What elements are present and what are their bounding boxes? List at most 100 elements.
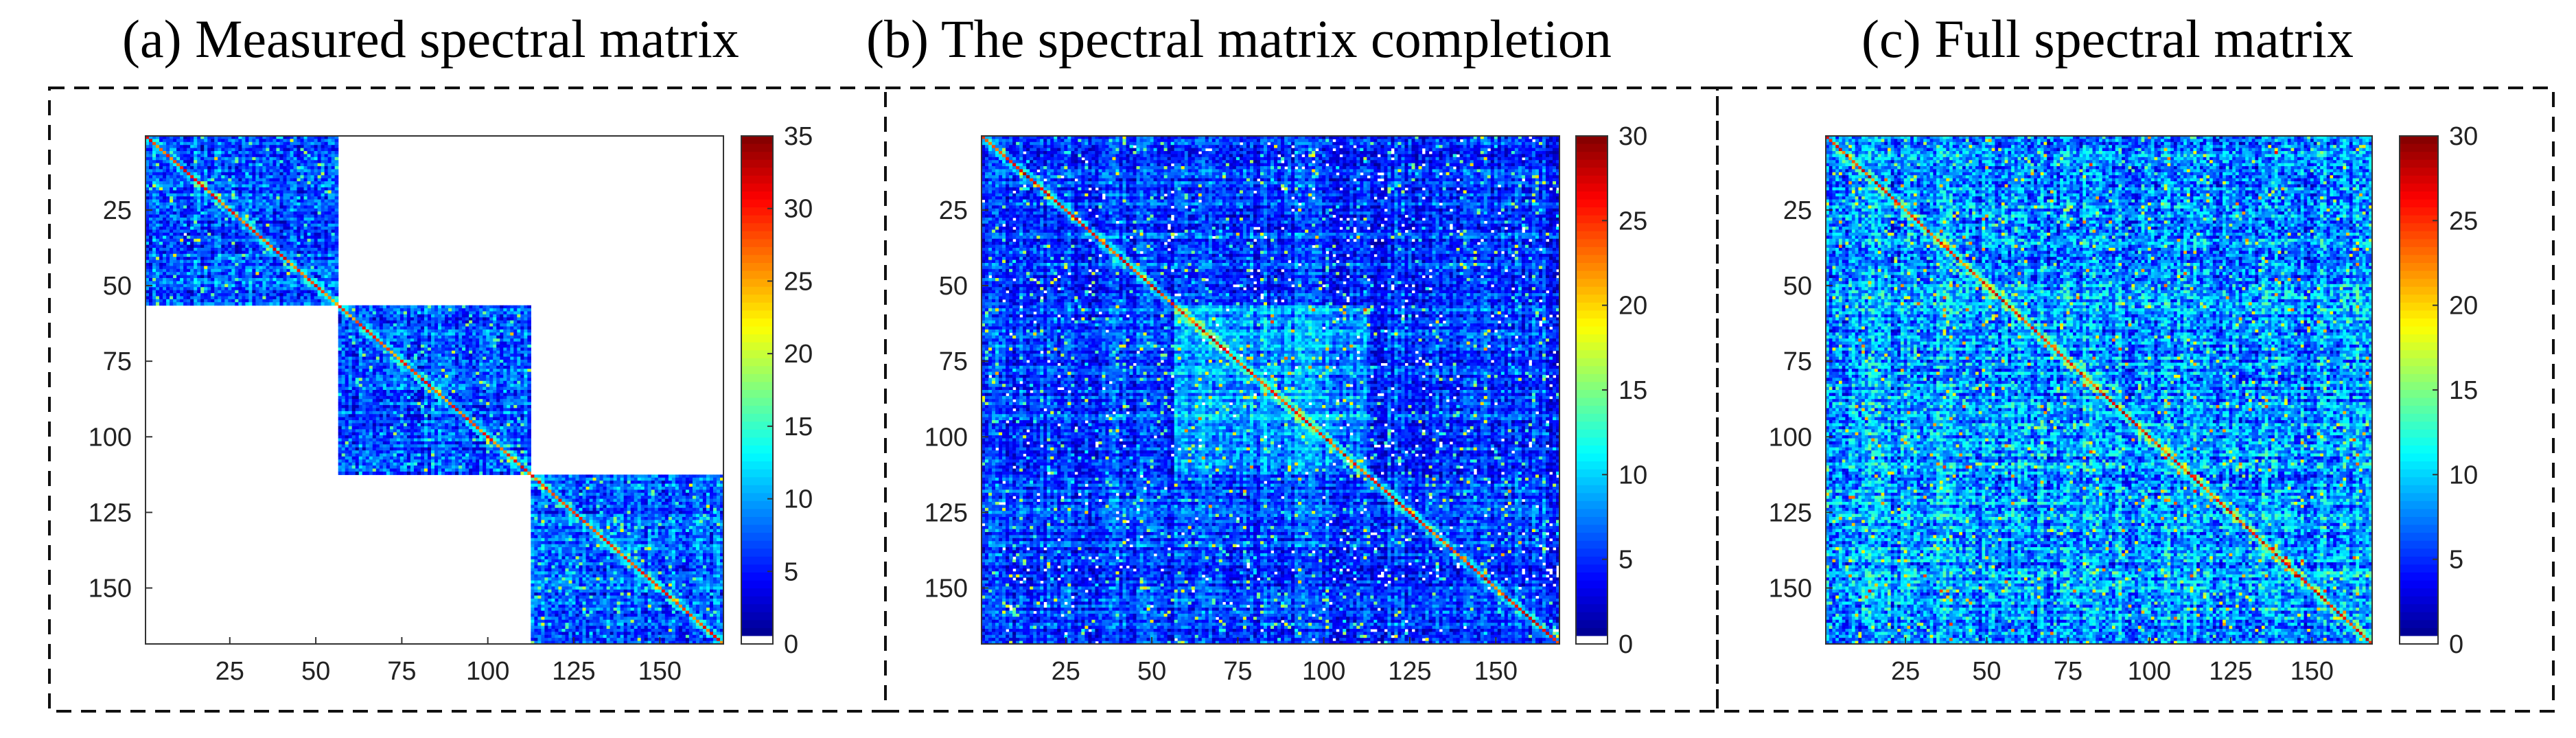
heatmap-cell	[245, 151, 249, 154]
heatmap-cell	[170, 169, 174, 172]
heatmap-cell	[190, 151, 194, 154]
heatmap-cell	[187, 148, 191, 152]
heatmap-cell	[248, 139, 253, 142]
heatmap-cell	[276, 148, 280, 152]
heatmap-cell	[318, 139, 322, 142]
heatmap-cell	[207, 166, 211, 170]
heatmap-cell	[318, 166, 322, 170]
heatmap-cell	[332, 157, 336, 161]
heatmap-cell	[269, 148, 273, 152]
heatmap-cell	[252, 160, 256, 163]
heatmap-cell	[231, 166, 235, 170]
heatmap-cell	[294, 160, 298, 163]
heatmap-cell	[152, 154, 156, 157]
heatmap-cell	[308, 145, 312, 148]
heatmap-cell	[211, 163, 215, 167]
heatmap-cell	[156, 166, 160, 170]
heatmap-cell	[221, 151, 225, 154]
heatmap-cell	[214, 169, 218, 172]
heatmap-cell	[214, 142, 218, 146]
heatmap-cell	[235, 169, 239, 172]
heatmap-cell	[200, 142, 205, 146]
heatmap-cell	[335, 148, 339, 152]
heatmap-cell	[159, 169, 163, 172]
heatmap-cell	[332, 154, 336, 157]
heatmap-cell	[255, 142, 259, 146]
heatmap-cell	[283, 151, 287, 154]
heatmap-cell	[183, 169, 187, 172]
heatmap-cell	[173, 169, 177, 172]
heatmap-panel-a: 25 50 75 100 125 1502550751001251500510152025…	[89, 122, 813, 686]
heatmap-cell	[325, 139, 329, 142]
heatmap-cell	[255, 163, 259, 167]
heatmap-cell	[252, 169, 256, 172]
heatmap-cell	[279, 148, 283, 152]
heatmap-cell	[248, 169, 253, 172]
heatmap-cell	[335, 166, 339, 170]
heatmap-cell	[235, 145, 239, 148]
heatmap-cell	[335, 145, 339, 148]
heatmap-cell	[211, 166, 215, 170]
heatmap-cell	[149, 142, 153, 146]
heatmap-cell	[269, 169, 273, 172]
heatmap-cell	[194, 169, 198, 172]
heatmap-cell	[294, 145, 298, 148]
heatmap-cell	[187, 151, 191, 154]
heatmap-cell	[200, 139, 205, 142]
heatmap-cell	[290, 157, 294, 161]
heatmap-cell	[304, 148, 308, 152]
heatmap-cell	[311, 145, 315, 148]
heatmap-cell	[252, 139, 256, 142]
heatmap-cell	[314, 163, 318, 167]
heatmap-cell	[180, 142, 184, 146]
heatmap-cell	[297, 148, 301, 152]
heatmap-cell	[173, 166, 177, 170]
heatmap-cell	[272, 139, 277, 142]
heatmap-cell	[152, 148, 156, 152]
heatmap-cell	[194, 157, 198, 161]
heatmap-cell	[221, 154, 225, 157]
heatmap-cell	[187, 169, 191, 172]
heatmap-cell	[207, 142, 211, 146]
heatmap-cell	[235, 148, 239, 152]
heatmap-cell	[314, 145, 318, 148]
heatmap-cell	[318, 145, 322, 148]
heatmap-cell	[228, 148, 232, 152]
heatmap-cell	[297, 145, 301, 148]
heatmap-cell	[183, 139, 187, 142]
heatmap-cell	[255, 145, 259, 148]
heatmap-cell	[301, 139, 305, 142]
heatmap-cell	[166, 160, 170, 163]
heatmap-cell	[311, 166, 315, 170]
heatmap-cell	[242, 157, 246, 161]
heatmap-cell	[218, 142, 222, 146]
heatmap-cell	[255, 166, 259, 170]
heatmap-cell	[183, 166, 187, 170]
heatmap-cell	[283, 145, 287, 148]
heatmap-cell	[166, 151, 170, 154]
heatmap-cell	[242, 160, 246, 163]
heatmap-cell	[304, 160, 308, 163]
heatmap-cell	[176, 148, 181, 152]
heatmap-cell	[290, 145, 294, 148]
heatmap-cell	[183, 160, 187, 163]
heatmap-cell	[266, 145, 270, 148]
heatmap-cell	[190, 142, 194, 146]
heatmap-cell	[301, 163, 305, 167]
heatmap-cell	[238, 169, 242, 172]
heatmap-cell	[314, 157, 318, 161]
heatmap-cell	[156, 157, 160, 161]
heatmap-cell	[328, 160, 332, 163]
heatmap-cell	[276, 145, 280, 148]
heatmap-cell	[238, 148, 242, 152]
heatmap-cell	[204, 154, 208, 157]
heatmap-cell	[286, 157, 290, 161]
heatmap-cell	[187, 145, 191, 148]
heatmap-cell	[311, 169, 315, 172]
heatmap-cell	[314, 148, 318, 152]
heatmap-cell	[224, 160, 229, 163]
heatmap-cell	[238, 154, 242, 157]
heatmap-cell	[221, 139, 225, 142]
heatmap-cell	[276, 154, 280, 157]
heatmap-cell	[235, 160, 239, 163]
